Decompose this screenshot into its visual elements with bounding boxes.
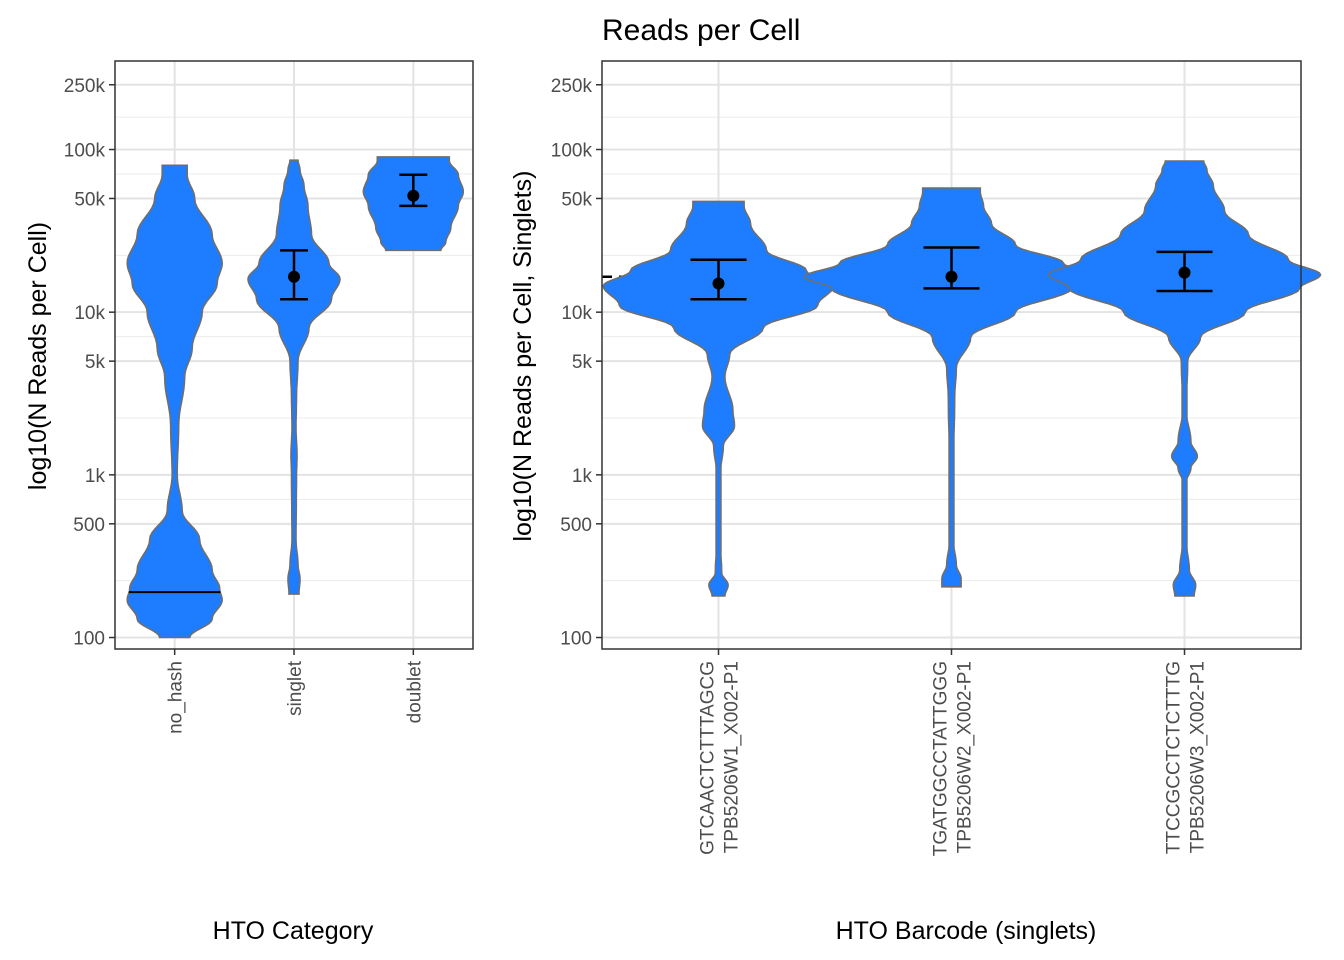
y-tick-label: 1k — [572, 466, 593, 487]
y-tick-label: 250k — [551, 76, 593, 97]
y-tick-label: 500 — [560, 515, 592, 536]
y-tick-label: 100k — [551, 141, 593, 162]
y-tick-label: 50k — [74, 189, 105, 210]
violin-1 — [247, 159, 341, 595]
left-y-axis-title: log10(N Reads per Cell) — [24, 222, 52, 490]
y-tick-label: 5k — [85, 352, 106, 373]
x-tick-label: TTCCGCCTCTCTTTG TPB5206W3_X002-P1 — [1164, 661, 1209, 854]
mean-point — [1178, 266, 1191, 279]
x-tick-label: singlet — [285, 660, 306, 716]
y-tick-label: 250k — [64, 76, 106, 97]
right-y-axis-title: log10(N Reads per Cell, Singlets) — [509, 170, 537, 541]
panel-hto-category: 100 500 1k 5k 10k 50k 100k 250k no_hash singlet do… — [64, 60, 474, 734]
y-tick-label: 100 — [560, 629, 592, 650]
violin-0 — [602, 200, 835, 597]
x-tick-label: no_hash — [166, 661, 187, 734]
figure-title: Reads per Cell — [602, 14, 800, 47]
violin-1 — [803, 187, 1100, 588]
mean-point — [407, 189, 420, 202]
y-tick-label: 100k — [64, 141, 106, 162]
violin-0 — [126, 164, 224, 639]
x-tick-label: TGATGGCCTATTGGG TPB5206W2_X002-P1 — [931, 661, 976, 856]
mean-point — [712, 277, 725, 290]
panel-hto-barcode: 100 500 1k 5k 10k 50k 100k 250k GTCAACTCTTTAGCG T… — [551, 60, 1322, 856]
violin-2 — [1047, 160, 1322, 597]
y-tick-label: 10k — [74, 303, 105, 324]
mean-point — [945, 270, 958, 283]
y-tick-label: 5k — [572, 352, 593, 373]
right-x-axis-title: HTO Barcode (singlets) — [836, 917, 1097, 945]
y-tick-label: 500 — [73, 515, 105, 536]
y-tick-label: 50k — [561, 189, 592, 210]
y-tick-label: 1k — [85, 466, 106, 487]
mean-point — [288, 270, 300, 283]
y-tick-label: 10k — [561, 303, 592, 324]
x-tick-label: GTCAACTCTTTAGCG TPB5206W1_X002-P1 — [698, 661, 743, 855]
x-tick-label: doublet — [404, 660, 425, 723]
left-x-axis-title: HTO Category — [213, 917, 374, 945]
y-tick-label: 100 — [73, 629, 105, 650]
